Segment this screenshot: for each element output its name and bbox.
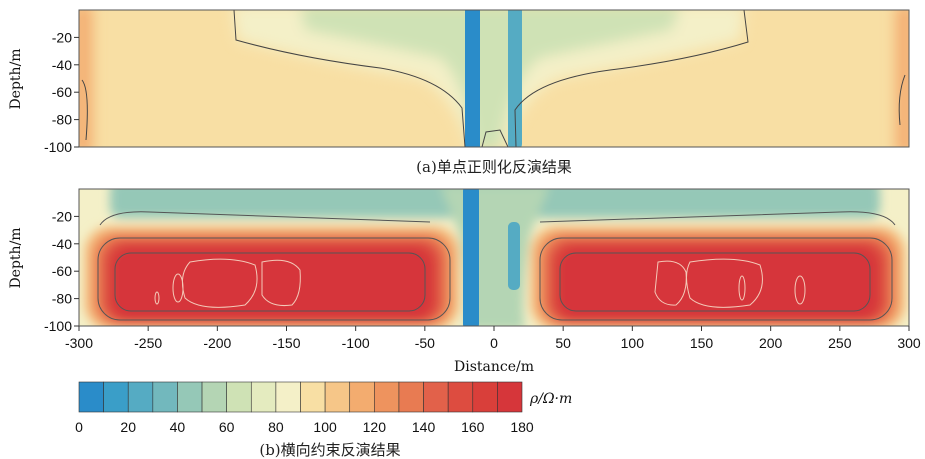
y-tick-label: -100 <box>44 318 72 334</box>
colorbar-swatch <box>152 381 178 413</box>
colorbar-tick-label: 180 <box>510 419 534 435</box>
x-tick-label: 100 <box>621 335 645 351</box>
colorbar-tick-label: 40 <box>170 419 186 435</box>
y-tick-label: -80 <box>52 291 72 307</box>
colorbar-swatch <box>201 381 227 413</box>
y-tick-label: -40 <box>52 236 72 252</box>
panel-a-conductor-1 <box>465 10 480 147</box>
x-tick-label: -300 <box>65 335 93 351</box>
panel-a-y-ticks: -20 -40 -60 -80 -100 <box>44 29 79 155</box>
panel-b-contours <box>97 211 896 321</box>
x-tick-label: -100 <box>342 335 370 351</box>
x-tick-label: -250 <box>134 335 162 351</box>
panel-a-y-label: Depth/m <box>8 48 24 109</box>
colorbar-ticks: 0 20 40 60 80 100 120 140 160 180 <box>75 419 534 435</box>
colorbar-swatch <box>300 381 326 413</box>
colorbar-tick-label: 120 <box>363 419 387 435</box>
panel-b-field <box>79 189 909 326</box>
panel-a-frame <box>78 9 910 148</box>
panel-a-edge-right <box>896 10 909 147</box>
colorbar-swatch <box>324 381 351 413</box>
colorbar-swatches <box>78 381 523 413</box>
y-tick-label: -60 <box>52 263 72 279</box>
panel-a: -20 -40 -60 -80 -100 Depth/m (a)单点正则化反演结果 <box>8 9 910 176</box>
colorbar-tick-label: 0 <box>75 419 83 435</box>
colorbar: 0 20 40 60 80 100 120 140 160 180 ρ/Ω·m <box>75 381 572 435</box>
colorbar-swatch <box>349 381 375 413</box>
x-tick-label: -150 <box>272 335 300 351</box>
y-tick-label: -20 <box>52 29 72 45</box>
panel-b: -20 -40 -60 -80 -100 -300 -250 -200 -150 -100 -50… <box>8 188 921 375</box>
colorbar-tick-label: 80 <box>268 419 284 435</box>
panel-a-contour <box>481 129 509 147</box>
x-tick-label: 50 <box>555 335 571 351</box>
colorbar-swatch <box>447 381 474 413</box>
colorbar-swatch <box>423 381 449 413</box>
panel-b-conductor-2 <box>508 222 520 290</box>
x-tick-label: 300 <box>897 335 921 351</box>
x-tick-label: -50 <box>415 335 435 351</box>
resistive-band-170 <box>559 248 877 319</box>
panel-a-contour <box>81 79 88 141</box>
panel-a-contour <box>898 74 906 126</box>
panel-b-x-label: Distance/m <box>454 359 534 375</box>
panel-a-contour <box>233 10 466 147</box>
panel-a-plume-mid <box>301 10 679 147</box>
panel-a-conductor-2 <box>508 10 522 147</box>
panel-a-contour <box>514 10 749 147</box>
x-tick-label: 200 <box>759 335 783 351</box>
colorbar-swatch <box>374 381 400 413</box>
colorbar-tick-label: 60 <box>219 419 235 435</box>
y-tick-label: -60 <box>52 84 72 100</box>
colorbar-tick-label: 160 <box>461 419 485 435</box>
colorbar-swatch <box>127 381 154 413</box>
y-tick-label: -100 <box>44 139 72 155</box>
panel-b-x-ticks: -300 -250 -200 -150 -100 -50 0 50 100 150 200 250 30… <box>65 326 921 351</box>
colorbar-tick-label: 20 <box>120 419 136 435</box>
resistive-band-170 <box>113 248 431 319</box>
panel-b-inner-contours <box>154 258 806 308</box>
x-tick-label: 150 <box>690 335 714 351</box>
x-tick-label: -200 <box>203 335 231 351</box>
panel-b-y-ticks: -20 -40 -60 -80 -100 <box>44 208 79 334</box>
colorbar-swatch <box>250 381 277 413</box>
panel-a-caption: (a)单点正则化反演结果 <box>416 158 572 176</box>
x-tick-label: 0 <box>490 335 498 351</box>
colorbar-swatch <box>472 381 498 413</box>
panel-b-y-label: Depth/m <box>8 227 24 288</box>
colorbar-swatch <box>275 381 301 413</box>
colorbar-swatch <box>177 381 203 413</box>
y-tick-label: -40 <box>52 57 72 73</box>
panel-b-resistive-left <box>84 226 460 326</box>
colorbar-swatch <box>497 381 523 413</box>
colorbar-swatch <box>103 381 129 413</box>
colorbar-label: ρ/Ω·m <box>529 391 572 407</box>
colorbar-swatch <box>78 381 104 413</box>
x-tick-label: 250 <box>828 335 852 351</box>
colorbar-swatch <box>226 381 252 413</box>
panel-a-field <box>79 10 909 147</box>
panel-a-edge-left <box>79 10 92 147</box>
panel-b-caption: (b)横向约束反演结果 <box>259 441 400 459</box>
panel-b-resistive-right <box>530 226 906 326</box>
colorbar-swatch <box>398 381 424 413</box>
panel-b-conductor-1 <box>463 189 479 326</box>
colorbar-tick-label: 100 <box>313 419 337 435</box>
panel-a-plume-inner <box>361 10 618 44</box>
colorbar-tick-label: 140 <box>412 419 436 435</box>
y-tick-label: -80 <box>52 112 72 128</box>
y-tick-label: -20 <box>52 208 72 224</box>
